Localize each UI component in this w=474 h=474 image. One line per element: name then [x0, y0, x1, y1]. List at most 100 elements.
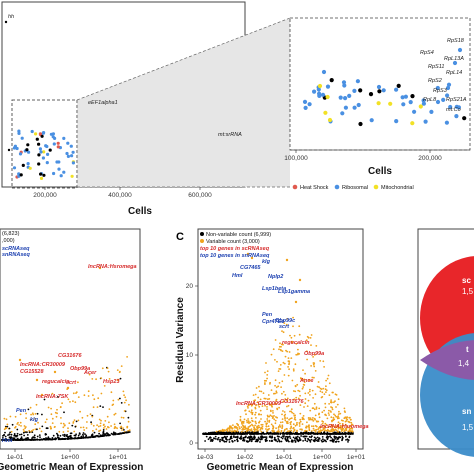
data-point — [261, 427, 264, 430]
data-point — [62, 431, 65, 433]
x-tick-label: 1e-01 — [276, 454, 293, 461]
data-point — [104, 420, 107, 422]
data-point — [28, 166, 32, 170]
data-point — [302, 99, 308, 104]
data-point — [352, 88, 357, 93]
data-point — [67, 398, 70, 401]
data-point — [313, 436, 316, 439]
data-point — [127, 403, 130, 406]
data-point — [202, 432, 205, 435]
data-point — [105, 434, 108, 437]
data-point — [264, 440, 267, 443]
data-point — [310, 344, 312, 346]
data-point — [71, 424, 74, 427]
data-point — [287, 404, 290, 407]
data-point — [114, 412, 117, 415]
data-point — [5, 418, 8, 421]
data-point — [91, 378, 94, 380]
data-point — [290, 340, 294, 344]
data-point — [336, 438, 339, 441]
data-point — [324, 429, 327, 432]
data-point — [328, 430, 331, 433]
data-point — [23, 438, 26, 441]
data-point — [308, 417, 310, 419]
panel-b-points — [1, 266, 131, 441]
panel-a-zoom-x-ticks: 100,000 200,000 — [284, 149, 470, 162]
data-point — [319, 360, 322, 362]
data-point — [34, 423, 37, 426]
gene-label: scrt — [66, 380, 77, 386]
panel-c-points — [202, 252, 354, 443]
data-point — [55, 415, 58, 418]
data-point — [82, 435, 85, 437]
data-point — [320, 432, 323, 435]
data-point — [12, 166, 17, 170]
data-point — [307, 392, 310, 394]
data-point — [265, 430, 268, 433]
data-point — [114, 433, 117, 436]
data-point — [59, 434, 62, 437]
data-point — [204, 440, 207, 442]
data-point — [290, 408, 293, 411]
data-point — [324, 427, 326, 429]
data-point — [108, 408, 111, 410]
data-point — [2, 435, 4, 437]
data-point — [16, 423, 19, 425]
legend-entry: Heat Shock — [300, 185, 329, 191]
data-point — [10, 436, 13, 439]
data-point — [205, 435, 208, 438]
data-point — [256, 401, 259, 404]
data-point — [317, 428, 319, 431]
data-point — [286, 417, 289, 419]
data-point — [337, 426, 340, 429]
data-point — [230, 433, 233, 435]
data-point — [75, 420, 78, 423]
data-point — [72, 422, 75, 424]
data-point — [441, 97, 446, 102]
data-point — [7, 148, 11, 152]
venn-mid-label: t — [466, 345, 469, 354]
data-point — [58, 438, 61, 441]
data-point — [247, 407, 249, 409]
data-point — [257, 436, 260, 439]
data-point — [39, 150, 43, 154]
data-point — [246, 436, 249, 439]
data-point — [297, 348, 299, 351]
data-point — [272, 416, 274, 419]
data-point — [96, 406, 99, 408]
data-point — [295, 353, 298, 356]
data-point — [337, 431, 339, 433]
data-point — [306, 358, 308, 361]
data-point — [40, 393, 44, 397]
data-point — [320, 396, 323, 399]
data-point — [124, 396, 127, 399]
data-point — [242, 439, 244, 442]
data-point — [25, 417, 27, 419]
data-point — [287, 366, 289, 368]
data-point — [26, 143, 30, 147]
data-point — [112, 431, 115, 434]
data-point — [338, 417, 340, 419]
data-point — [329, 439, 332, 442]
data-point — [82, 426, 85, 429]
data-point — [301, 416, 304, 419]
data-point — [266, 374, 269, 376]
data-point — [342, 83, 347, 88]
data-point — [79, 433, 81, 435]
data-point — [44, 421, 47, 423]
data-point — [69, 437, 71, 440]
data-point — [343, 417, 346, 420]
data-point — [304, 435, 307, 438]
data-point — [296, 432, 298, 435]
data-point — [270, 423, 273, 426]
data-point — [6, 423, 9, 426]
data-point — [255, 422, 257, 425]
data-point — [107, 370, 110, 373]
data-point — [261, 438, 263, 441]
data-point — [54, 411, 57, 414]
data-point — [282, 331, 285, 334]
gene-label: RpS4 — [420, 50, 434, 56]
data-point — [18, 438, 21, 441]
data-point — [92, 430, 94, 432]
